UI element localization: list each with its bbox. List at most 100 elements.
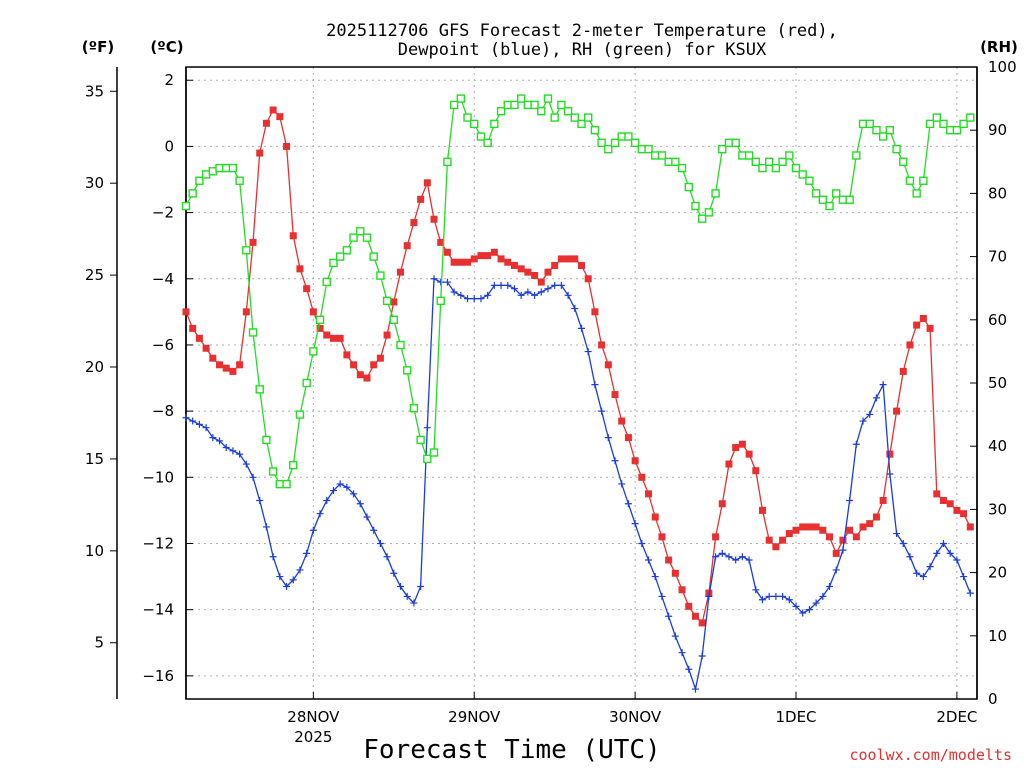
series-0-point-44 <box>477 252 485 260</box>
series-2-point-37 <box>429 448 439 457</box>
series-0-point-54 <box>544 268 552 276</box>
series-2-point-34 <box>409 404 419 413</box>
series-1-point-102 <box>866 410 874 418</box>
series-2-point-58 <box>570 113 579 122</box>
series-1-point-0 <box>182 414 190 422</box>
fahrenheit-ticks: 5 10 15 20 25 30 35 <box>85 82 117 652</box>
series-1-point-3 <box>202 424 210 432</box>
series-2-point-102 <box>865 119 874 129</box>
series-0-point-106 <box>893 407 901 415</box>
series-1-point-41 <box>457 291 465 299</box>
series-2-point-31 <box>389 315 399 324</box>
series-2-point-87 <box>764 157 774 167</box>
date-tick-label-3: 1DEC <box>775 708 816 726</box>
fahrenheit-tick-label-0: 5 <box>94 634 104 652</box>
series-2-point-99 <box>845 195 854 204</box>
series-1-point-106 <box>893 530 901 538</box>
series-0-point-22 <box>329 334 337 342</box>
series-0-point-83 <box>738 440 746 448</box>
celsius-tick-label-4: −8 <box>152 402 174 420</box>
series-1-point-111 <box>926 563 934 571</box>
series-0-point-34 <box>410 219 418 227</box>
series-1-point-75 <box>685 665 693 673</box>
series-1-point-11 <box>256 496 264 504</box>
series-2-point-11 <box>255 385 264 394</box>
series-2-point-117 <box>966 113 975 122</box>
series-2-point-88 <box>771 163 781 173</box>
series-0-point-56 <box>557 255 565 263</box>
series-1-point-48 <box>504 281 512 289</box>
series-1-point-78 <box>705 592 713 600</box>
series-1-point-60 <box>584 348 592 356</box>
series-2-point-46 <box>490 119 499 129</box>
series-2-point-76 <box>691 201 700 211</box>
series-0-point-13 <box>269 106 277 114</box>
series-0-point-93 <box>805 523 813 531</box>
series-1-point-9 <box>242 460 250 468</box>
series-0-point-0 <box>182 308 190 316</box>
series-2-point-114 <box>945 125 955 135</box>
series-1-point-53 <box>537 288 545 296</box>
series-0-point-88 <box>772 543 780 551</box>
series-0-point-65 <box>618 417 626 425</box>
series-0-point-99 <box>846 526 854 534</box>
series-1-point-90 <box>785 596 793 604</box>
series-2-point-49 <box>510 100 519 110</box>
series-1-point-26 <box>356 500 364 508</box>
series-0-point-80 <box>718 500 726 508</box>
celsius-tick-label-6: −4 <box>152 270 174 288</box>
series-2-point-113 <box>939 119 948 129</box>
series-2-point-80 <box>718 144 727 154</box>
series-1-point-58 <box>571 305 579 313</box>
series-0-point-57 <box>564 255 572 263</box>
series-0-point-47 <box>497 255 505 263</box>
series-1-point-108 <box>906 553 914 561</box>
series-2-point-5 <box>215 163 224 173</box>
celsius-tick-label-7: −2 <box>152 204 174 222</box>
series-1-point-76 <box>691 685 699 693</box>
series-2-point-45 <box>483 138 492 148</box>
series-0-point-100 <box>852 533 860 541</box>
date-tick-label-4: 2DEC <box>936 708 977 726</box>
series-2-point-65 <box>617 132 626 141</box>
celsius-tick-label-2: −12 <box>142 534 174 552</box>
series-1-point-57 <box>564 291 572 299</box>
fahrenheit-unit-label: (ºF) <box>82 38 114 56</box>
series-1-point-83 <box>738 553 746 561</box>
series-1-point-82 <box>732 556 740 564</box>
series-1-point-51 <box>524 288 532 296</box>
series-0-point-73 <box>671 569 679 577</box>
series-0-point-19 <box>309 308 317 316</box>
series-dewpoint <box>182 275 974 693</box>
series-0-point-63 <box>604 361 612 369</box>
series-0-point-52 <box>531 271 539 279</box>
series-1-point-104 <box>879 381 887 389</box>
series-0-point-58 <box>571 255 579 263</box>
rh-tick-label-5: 50 <box>988 374 1007 392</box>
series-0-point-7 <box>229 367 237 375</box>
x-axis-title: Forecast Time (UTC) <box>363 735 660 765</box>
series-1-point-28 <box>370 526 378 534</box>
series-1-point-98 <box>839 546 847 554</box>
series-1-point-18 <box>303 549 311 557</box>
series-1-point-112 <box>933 549 941 557</box>
series-2-point-10 <box>248 328 258 337</box>
series-0-point-98 <box>839 536 847 544</box>
series-0-point-37 <box>430 215 438 223</box>
series-2-point-112 <box>932 113 941 122</box>
series-2-point-52 <box>530 100 539 110</box>
celsius-tick-label-9: 2 <box>164 71 174 89</box>
series-0-point-39 <box>443 248 451 256</box>
series-2-point-109 <box>912 189 921 198</box>
series-line-0 <box>185 108 971 625</box>
series-1-point-12 <box>262 523 270 531</box>
series-1-point-64 <box>611 457 619 465</box>
series-1-point-14 <box>276 573 284 581</box>
series-1-point-37 <box>430 275 438 283</box>
series-0-point-111 <box>926 324 934 332</box>
series-0-point-84 <box>745 450 753 458</box>
series-1-point-86 <box>758 596 766 604</box>
celsius-tick-label-3: −10 <box>142 468 174 486</box>
series-2-point-6 <box>222 163 231 173</box>
